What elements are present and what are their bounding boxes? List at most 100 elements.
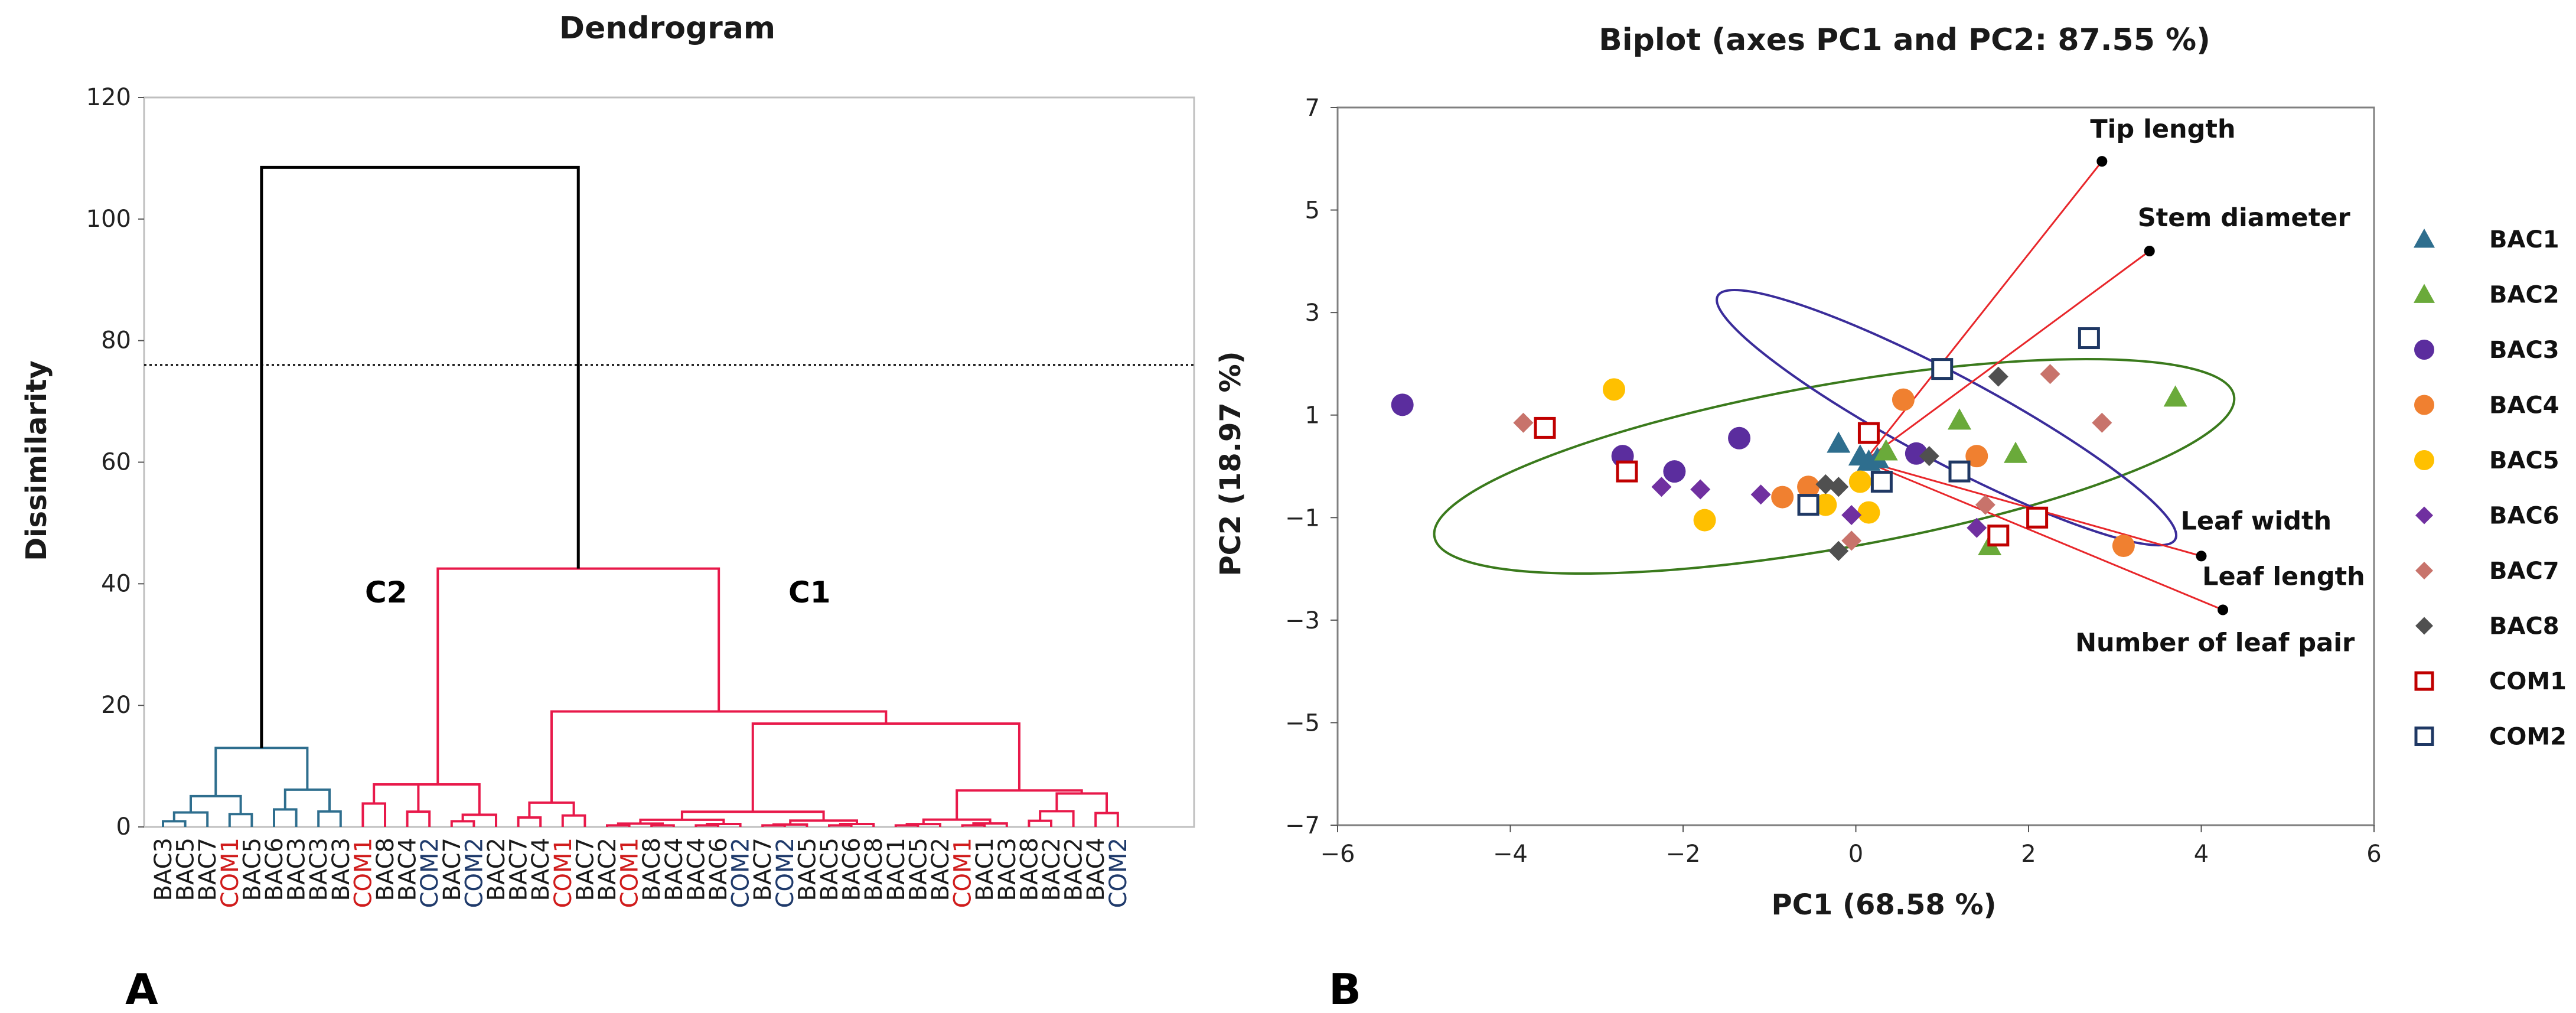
dendrogram-link <box>396 783 481 815</box>
dendrogram-link <box>1028 819 1052 827</box>
biplot-title: Biplot (axes PC1 and PC2: 87.55 %) <box>1599 22 2210 58</box>
legend-label: BAC1 <box>2489 226 2559 253</box>
legend-marker <box>2414 284 2435 303</box>
y-tick-label: 7 <box>1305 95 1320 122</box>
data-point <box>2163 385 2187 407</box>
dendrogram-link <box>228 813 253 827</box>
legend-marker <box>2414 229 2435 248</box>
dendrogram-link <box>550 710 888 803</box>
leaf-label: BAC5 <box>239 838 266 901</box>
x-tick-label: −2 <box>1666 841 1701 868</box>
leaf-label: BAC3 <box>150 838 177 901</box>
data-point <box>1987 525 2010 547</box>
data-point <box>1663 460 1686 483</box>
legend-label: BAC7 <box>2489 558 2559 585</box>
dendrogram-link <box>961 824 986 827</box>
dendrogram-panel: Dendrogram Dissimilarity 0 20 40 60 80 100 120… <box>20 11 1195 1013</box>
data-point <box>1815 474 1836 494</box>
leaf-label: COM2 <box>1105 838 1132 908</box>
biplot-loadings: Tip length Stem diameter Leaf width Leaf le… <box>1863 115 2365 658</box>
leaf-label: BAC5 <box>905 838 932 901</box>
legend-marker <box>2414 671 2434 691</box>
y-tick-label: 1 <box>1305 402 1320 429</box>
leaf-label: BAC5 <box>794 838 821 901</box>
dendrogram-link <box>317 810 342 827</box>
data-point <box>1391 393 1414 416</box>
panel-label-a: A <box>125 965 158 1013</box>
dendrogram-title: Dendrogram <box>559 11 775 46</box>
leaf-label: BAC8 <box>638 838 666 901</box>
dendrogram-link <box>373 783 420 812</box>
loading-label: Leaf length <box>2202 562 2365 592</box>
legend-label: BAC2 <box>2489 282 2559 309</box>
data-point <box>1797 494 1819 516</box>
dendrogram-link <box>828 824 853 827</box>
leaf-label: BAC3 <box>994 838 1021 901</box>
leaf-label: BAC7 <box>439 838 466 901</box>
dendrogram-link <box>839 822 875 827</box>
legend-marker <box>2414 450 2434 470</box>
leaf-label: BAC5 <box>816 838 843 901</box>
data-point <box>1828 477 1849 497</box>
leaf-label: BAC3 <box>328 838 355 901</box>
dendrogram-link <box>214 747 309 796</box>
data-point <box>1651 477 1672 497</box>
data-point <box>1857 422 1880 444</box>
data-point <box>1975 494 1995 515</box>
dendrogram-link <box>606 824 631 827</box>
y-tick-label: −7 <box>1285 812 1320 839</box>
leaf-label: COM1 <box>550 838 577 908</box>
data-point <box>1827 431 1851 453</box>
x-tick-label: 4 <box>2194 841 2209 868</box>
dendrogram-link <box>450 820 475 827</box>
data-point <box>1905 442 1928 465</box>
data-point <box>1750 484 1771 505</box>
loading-label: Leaf width <box>2181 506 2332 536</box>
leaf-label: COM1 <box>217 838 244 908</box>
legend-label: BAC5 <box>2489 447 2559 474</box>
cluster-ellipse <box>1433 357 2236 575</box>
data-point <box>1841 504 1862 525</box>
data-point <box>1988 366 2008 387</box>
dendrogram-y-ticks: 0 20 40 60 80 100 120 <box>86 84 144 841</box>
loading-label: Number of leaf pair <box>2075 628 2355 658</box>
legend-marker <box>2414 340 2434 360</box>
data-point <box>2040 364 2060 385</box>
loading-vector <box>1864 460 2223 611</box>
data-point <box>1848 470 1871 493</box>
loading-vector <box>1864 250 2150 462</box>
loading-vector <box>1863 161 2103 462</box>
y-tick-label: 20 <box>101 692 131 719</box>
y-tick-label: 40 <box>101 570 131 597</box>
y-tick-label: 120 <box>86 84 131 111</box>
data-point <box>2026 506 2049 529</box>
data-point <box>1693 509 1716 532</box>
leaf-label: COM2 <box>461 838 488 908</box>
biplot-ticks: −6 −4 −2 0 2 4 6 7 5 3 1 −1 −3 −5 −7 <box>1285 95 2382 868</box>
y-tick-label: 0 <box>116 813 131 841</box>
dendrogram-link <box>162 820 187 827</box>
dendrogram-leaf-labels: BAC3BAC5BAC7COM1BAC5BAC6BAC3BAC3BAC3COM1… <box>150 838 1132 908</box>
dendrogram-link <box>461 813 497 827</box>
leaf-label: BAC1 <box>971 838 999 901</box>
x-tick-label: −6 <box>1320 841 1355 868</box>
loading-endpoint <box>2196 551 2207 562</box>
y-tick-label: 80 <box>101 327 131 354</box>
data-point <box>1870 471 1893 493</box>
dendrogram-link <box>772 823 808 827</box>
leaf-label: BAC4 <box>683 838 710 901</box>
leaf-label: BAC3 <box>283 838 311 901</box>
leaf-label: BAC7 <box>749 838 777 901</box>
biplot-points <box>1391 327 2187 561</box>
biplot-y-axis-title: PC2 (18.97 %) <box>1214 351 1247 576</box>
dendrogram-link <box>561 814 586 827</box>
legend-label: BAC6 <box>2489 503 2559 530</box>
dendrogram-link <box>617 822 664 826</box>
dendrogram-link <box>694 824 719 827</box>
data-point <box>1874 439 1898 461</box>
leaf-label: BAC4 <box>661 838 688 901</box>
leaf-label: BAC5 <box>172 838 200 901</box>
legend-marker <box>2415 617 2433 635</box>
leaf-label: BAC4 <box>1082 838 1110 901</box>
